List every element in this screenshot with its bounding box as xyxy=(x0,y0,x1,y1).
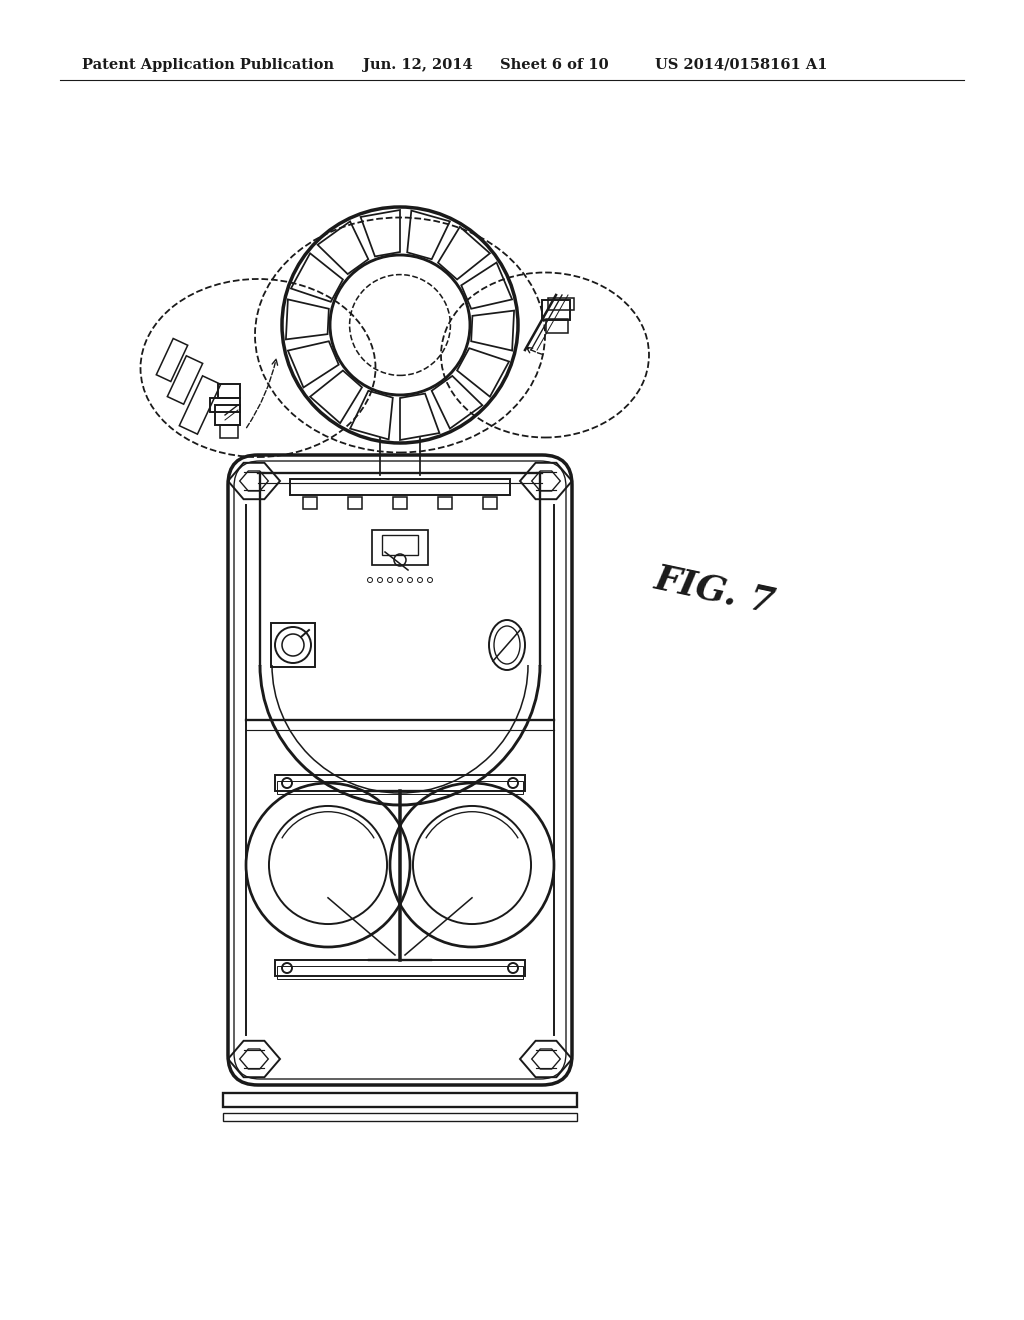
Bar xyxy=(167,356,203,404)
Bar xyxy=(215,405,240,425)
Bar xyxy=(179,376,221,434)
Bar xyxy=(542,300,570,319)
Text: FIG. 7: FIG. 7 xyxy=(651,561,778,619)
Bar xyxy=(218,384,240,399)
Bar xyxy=(548,298,574,310)
Bar xyxy=(275,960,525,975)
Bar xyxy=(303,498,317,510)
Bar xyxy=(220,425,238,438)
FancyBboxPatch shape xyxy=(228,455,572,1085)
Bar xyxy=(278,781,523,795)
Bar xyxy=(157,338,187,381)
Bar xyxy=(271,623,315,667)
Text: Patent Application Publication: Patent Application Publication xyxy=(82,58,334,73)
Text: Sheet 6 of 10: Sheet 6 of 10 xyxy=(500,58,608,73)
Text: US 2014/0158161 A1: US 2014/0158161 A1 xyxy=(655,58,827,73)
Bar xyxy=(483,498,497,510)
Bar xyxy=(393,498,407,510)
Bar xyxy=(372,531,428,565)
Bar xyxy=(275,775,525,791)
Bar xyxy=(278,966,523,979)
Bar xyxy=(223,1113,577,1121)
Bar xyxy=(438,498,452,510)
Text: Jun. 12, 2014: Jun. 12, 2014 xyxy=(362,58,473,73)
Bar xyxy=(382,535,418,554)
Bar xyxy=(546,319,568,333)
Bar xyxy=(223,1093,577,1107)
Bar xyxy=(210,399,240,412)
Bar xyxy=(348,498,362,510)
Bar xyxy=(290,479,510,495)
